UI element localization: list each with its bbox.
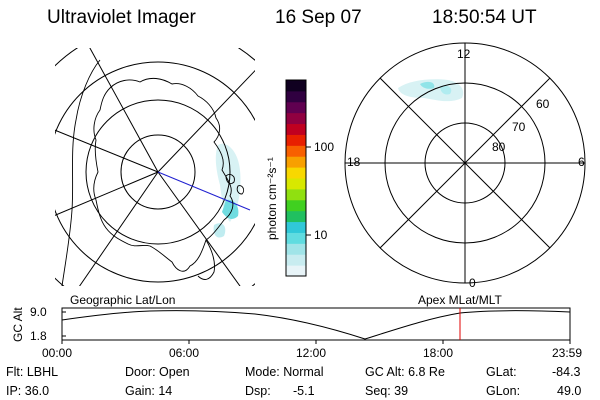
colorbar-segment	[286, 199, 306, 212]
colorbar-segment	[286, 221, 306, 233]
mlat-label-60: 60	[536, 97, 550, 111]
colorbar-segment	[286, 188, 306, 201]
mag-mlt-diag-2	[379, 77, 551, 249]
info-gc-alt: GC Alt: 6.8 Re	[365, 365, 445, 379]
continent-fragment	[61, 59, 101, 286]
mlat-label-80: 80	[492, 140, 506, 154]
xtick-label-2359: 23:59	[552, 346, 583, 360]
info-glat-value: -84.3	[552, 365, 581, 379]
colorbar-frame	[285, 79, 307, 277]
info-ip: IP: 36.0	[6, 384, 50, 398]
geo-lat-circle-6	[0, 0, 383, 397]
info-door: Door: Open	[125, 365, 190, 379]
altitude-ytick-low: 1.8	[30, 329, 47, 343]
altitude-ylabel: GC Alt	[11, 307, 25, 342]
colorbar-segment	[286, 90, 306, 103]
info-glon-label: GLon:	[486, 384, 521, 398]
geo-meridian	[157, 69, 255, 173]
island-outline	[236, 185, 245, 195]
colorbar-segment	[286, 243, 306, 255]
info-dsp-label: Dsp:	[245, 384, 271, 398]
altitude-curve	[61, 310, 571, 340]
colorbar-segment	[286, 112, 306, 125]
info-seq: Seq: 39	[365, 384, 409, 398]
colorbar-segment	[286, 167, 306, 179]
mlat-label-70: 70	[512, 120, 526, 134]
colorbar-label-100: 100	[314, 140, 335, 154]
colorbar-segment	[286, 80, 306, 92]
altitude-plot	[61, 307, 571, 344]
magnetic-polar-plot	[344, 42, 586, 284]
info-glat-label: GLat:	[486, 365, 517, 379]
colorbar-segment	[286, 123, 306, 135]
altitude-ytick-high: 9.0	[30, 305, 47, 319]
geo-meridian	[89, 48, 159, 173]
colorbar-segment	[286, 134, 306, 146]
altitude-plot-frame	[61, 307, 571, 341]
geo-lat-circle-3	[55, 61, 255, 283]
info-gain: Gain: 14	[125, 384, 173, 398]
geo-lat-circle-1	[120, 134, 196, 210]
info-filter: Flt: LBHL	[6, 365, 59, 379]
colorbar-segment	[286, 254, 306, 266]
info-mode: Mode: Normal	[245, 365, 324, 379]
colorbar-label-10: 10	[314, 228, 328, 242]
colorbar-segment	[286, 101, 306, 114]
colorbar-segment	[286, 178, 306, 190]
time-label: 18:50:54 UT	[432, 7, 537, 28]
instrument-title: Ultraviolet Imager	[47, 7, 196, 28]
info-glon-value: 49.0	[557, 384, 582, 398]
colorbar-segment	[286, 210, 306, 223]
colorbar-segment	[286, 156, 306, 168]
geographic-map	[0, 0, 383, 397]
geo-lat-circle-2	[85, 99, 231, 245]
date-label: 16 Sep 07	[275, 7, 362, 28]
xtick-label-1800: 18:00	[423, 346, 454, 360]
colorbar-unit-label: photon cm⁻²s⁻¹	[265, 157, 279, 240]
colorbar-segment	[286, 145, 306, 157]
mag-map-title: Apex MLat/MLT	[418, 293, 502, 307]
colorbar	[286, 80, 306, 277]
island-outline	[225, 173, 235, 185]
geo-map-title: Geographic Lat/Lon	[70, 293, 176, 307]
geo-meridian	[55, 129, 159, 173]
xtick-label-1200: 12:00	[296, 346, 327, 360]
mlt-label-18: 18	[347, 155, 361, 169]
geo-meridian	[157, 171, 241, 286]
look-direction-line	[157, 171, 251, 211]
geo-meridian	[55, 171, 159, 216]
info-dsp-value: -5.1	[293, 384, 315, 398]
xtick-label-0600: 06:00	[169, 346, 200, 360]
xtick-label-0000: 00:00	[42, 346, 73, 360]
mlt-label-0: 0	[469, 276, 476, 290]
antarctica-coastline	[93, 77, 234, 272]
colorbar-segment	[286, 265, 306, 277]
colorbar-segment	[286, 232, 306, 244]
mlt-label-6: 6	[578, 155, 585, 169]
antarctic-peninsula	[197, 239, 215, 280]
mlt-label-12: 12	[457, 47, 471, 61]
